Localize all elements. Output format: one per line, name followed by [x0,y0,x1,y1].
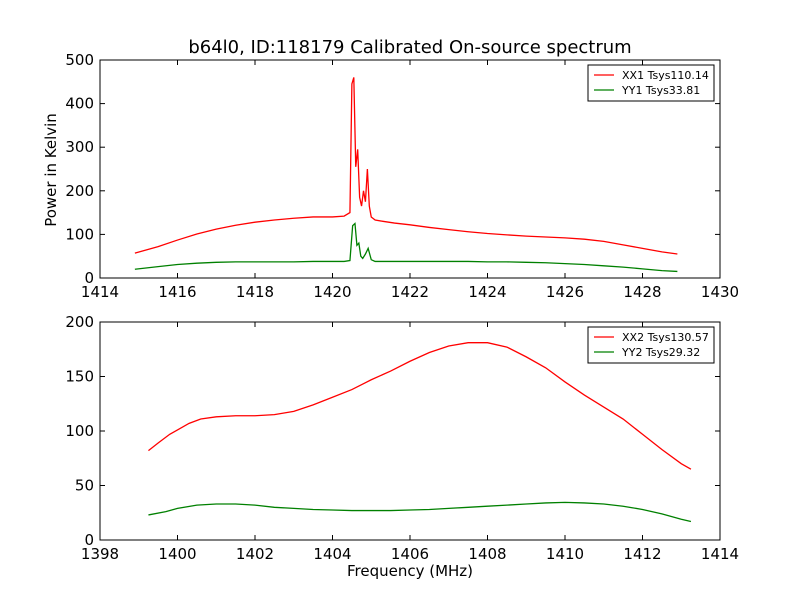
legend-box [587,64,715,102]
legend-box [587,326,715,364]
x-tick-label: 1424 [468,283,506,301]
legend: XX1 Tsys110.14 YY1 Tsys33.81 [587,64,715,102]
x-tick-label: 1428 [623,283,661,301]
x-tick-label: 1420 [313,283,351,301]
y-tick-label: 200 [65,313,94,331]
x-axis-label: Frequency (MHz) [347,562,473,580]
y-tick-label: 100 [65,225,94,243]
legend-label: XX2 Tsys130.57 [622,331,709,344]
x-tick-label: 1426 [546,283,584,301]
legend-label: YY1 Tsys33.81 [621,84,700,97]
x-tick-label: 1414 [81,283,119,301]
legend: XX2 Tsys130.57 YY2 Tsys29.32 [587,326,715,364]
x-tick-label: 1414 [701,545,739,563]
legend-label: YY2 Tsys29.32 [621,346,700,359]
legend-label: XX1 Tsys110.14 [622,69,709,82]
x-tick-label: 1408 [468,545,506,563]
y-tick-label: 400 [65,95,94,113]
y-tick-label: 150 [65,368,94,386]
x-tick-label: 1422 [391,283,429,301]
y-tick-label: 200 [65,182,94,200]
y-tick-label: 500 [65,51,94,69]
x-tick-label: 1404 [313,545,351,563]
x-tick-label: 1410 [546,545,584,563]
x-tick-label: 1416 [158,283,196,301]
bottom-panel: 1398 1400 1402 1404 1406 1408 1410 1412 1414 0 50 1… [65,313,739,563]
figure-title: b64l0, ID:118179 Calibrated On-source sp… [188,37,631,58]
series-line-2 [148,501,692,523]
x-tick-label: 1418 [236,283,274,301]
x-tick-label: 1402 [236,545,274,563]
y-tick-label: 300 [65,138,94,156]
x-tick-label: 1398 [81,545,119,563]
y-tick-label: 0 [84,531,94,549]
x-tick-label: 1412 [623,545,661,563]
top-panel: 1414 1416 1418 1420 1422 1424 1426 1428 1430 0 100… [65,51,739,301]
series-line-1 [148,342,692,470]
y-tick-label: 100 [65,422,94,440]
x-tick-label: 1430 [701,283,739,301]
series-line-2 [134,222,678,273]
y-axis-label: Power in Kelvin [42,113,60,227]
y-tick-label: 50 [75,477,94,495]
x-tick-label: 1400 [158,545,196,563]
y-tick-label: 0 [84,269,94,287]
x-tick-label: 1406 [391,545,429,563]
series-line-1 [134,77,678,255]
